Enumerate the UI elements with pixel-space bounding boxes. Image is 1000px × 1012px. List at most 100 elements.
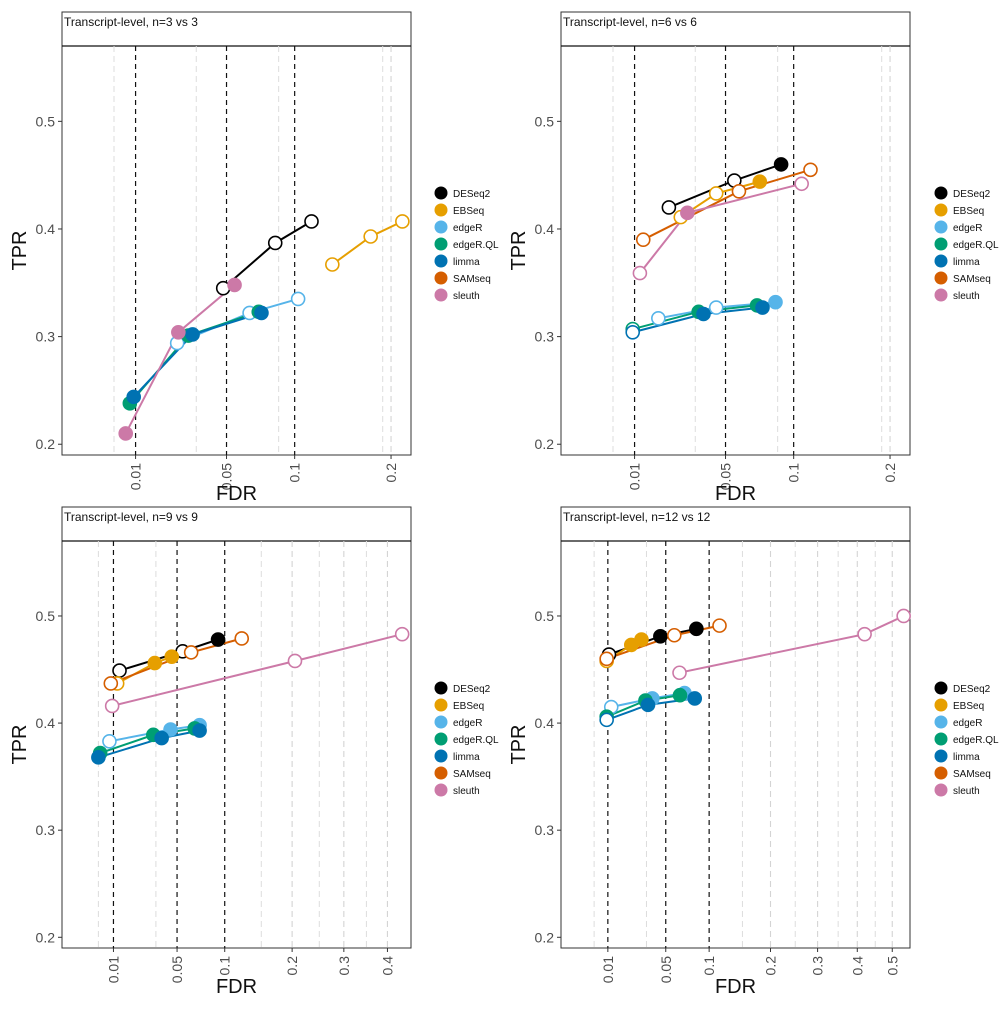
x-tick-label: 0.05 [658, 956, 674, 983]
legend-key-SAMseq [434, 766, 448, 780]
legend-label: EBSeq [953, 206, 984, 217]
y-axis-label: TPR [508, 725, 530, 765]
x-axis-label: FDR [715, 976, 756, 998]
legend-label: edgeR [953, 718, 982, 729]
data-point-sleuth [104, 698, 120, 714]
data-point-EBSeq [325, 257, 340, 272]
legend: DESeq2 EBSeq edgeR edgeR.QL limma SAMseq sleut… [434, 186, 499, 302]
legend-label: edgeR.QL [453, 240, 499, 251]
data-point-SAMseq [599, 651, 614, 667]
data-point-SAMseq [103, 676, 119, 691]
legend: DESeq2 EBSeq edgeR edgeR.QL limma SAMseq sleut… [934, 681, 999, 797]
legend-key-edgeR.QL [434, 237, 448, 251]
data-point-DESeq2 [267, 235, 283, 251]
data-point-sleuth [794, 176, 809, 192]
y-tick-label: 0.5 [36, 608, 56, 624]
data-point-sleuth [394, 626, 410, 642]
data-point-limma [185, 327, 200, 342]
data-point-sleuth [171, 324, 186, 340]
x-tick-label: 0.3 [336, 956, 352, 976]
x-tick-label: 0.3 [810, 956, 826, 976]
data-point-SAMseq [731, 184, 747, 199]
legend-key-edgeR.QL [934, 732, 948, 746]
y-tick-label: 0.2 [36, 436, 56, 452]
legend-label: DESeq2 [453, 189, 491, 200]
legend-key-EBSeq [934, 203, 948, 217]
legend-key-edgeR.QL [434, 732, 448, 746]
data-point-EBSeq [752, 174, 768, 189]
data-point-limma [687, 691, 703, 706]
legend-label: EBSeq [453, 206, 484, 217]
panel-title: Transcript-level, n=9 vs 9 [64, 510, 198, 524]
legend-label: edgeR.QL [453, 735, 499, 746]
data-point-sleuth [896, 608, 911, 624]
y-tick-label: 0.2 [36, 929, 56, 945]
x-tick-label: 0.01 [105, 956, 121, 983]
data-point-SAMseq [635, 232, 651, 248]
data-point-sleuth [118, 426, 134, 441]
y-tick-label: 0.4 [535, 715, 555, 731]
legend-key-edgeR.QL [934, 237, 948, 251]
legend-label: DESeq2 [953, 189, 991, 200]
data-point-DESeq2 [661, 200, 677, 215]
legend-key-EBSeq [434, 698, 448, 712]
data-point-sleuth [672, 665, 687, 681]
data-point-sleuth [287, 653, 303, 669]
data-point-sleuth [227, 277, 242, 293]
data-point-EBSeq [634, 632, 649, 647]
data-point-sleuth [632, 265, 648, 281]
data-point-DESeq2 [304, 214, 319, 229]
legend-key-DESeq2 [934, 186, 948, 200]
legend-label: EBSeq [453, 701, 484, 712]
data-point-sleuth [680, 205, 695, 221]
data-point-edgeR [290, 291, 306, 307]
panel-4: Transcript-level, n=12 vs 12 0.2 0.3 0.4 0.5… [508, 506, 999, 998]
data-point-EBSeq [395, 214, 410, 229]
legend-label: limma [953, 257, 980, 268]
data-point-limma [91, 750, 106, 765]
legend-label: edgeR.QL [953, 735, 999, 746]
x-axis-label: FDR [715, 483, 756, 505]
y-axis-label: TPR [508, 231, 530, 271]
panel-frame [61, 506, 412, 949]
data-point-DESeq2 [112, 663, 127, 678]
data-point-edgeR [102, 733, 117, 749]
legend-label: DESeq2 [453, 684, 491, 695]
y-tick-label: 0.2 [535, 436, 555, 452]
data-point-EBSeq [363, 229, 378, 244]
x-tick-label: 0.2 [284, 956, 300, 976]
legend-label: limma [953, 752, 980, 763]
x-tick-label: 0.01 [627, 463, 643, 490]
legend: DESeq2 EBSeq edgeR edgeR.QL limma SAMseq sleut… [934, 186, 999, 302]
legend-key-SAMseq [934, 766, 948, 780]
data-point-SAMseq [234, 631, 250, 646]
panel-title: Transcript-level, n=3 vs 3 [64, 15, 198, 29]
legend-key-DESeq2 [434, 681, 448, 695]
legend-label: SAMseq [953, 274, 991, 285]
y-tick-label: 0.5 [535, 113, 555, 129]
legend-key-DESeq2 [434, 186, 448, 200]
legend-key-SAMseq [434, 271, 448, 285]
legend-key-limma [434, 254, 448, 268]
y-tick-label: 0.5 [36, 113, 56, 129]
data-point-edgeR [768, 294, 783, 310]
legend-label: EBSeq [953, 701, 984, 712]
x-tick-label: 0.2 [383, 463, 399, 483]
legend-key-edgeR [934, 715, 948, 729]
legend-label: sleuth [453, 786, 480, 797]
y-tick-label: 0.5 [535, 608, 555, 624]
data-point-SAMseq [667, 627, 682, 643]
legend-key-DESeq2 [934, 681, 948, 695]
y-tick-label: 0.3 [535, 329, 555, 345]
data-point-DESeq2 [653, 629, 668, 644]
legend-key-edgeR [434, 220, 448, 234]
panel-frame [61, 11, 412, 456]
y-tick-label: 0.2 [535, 929, 555, 945]
panel-title: Transcript-level, n=6 vs 6 [563, 15, 697, 29]
data-point-EBSeq [147, 655, 163, 671]
x-tick-label: 0.05 [169, 956, 185, 983]
data-point-limma [755, 300, 770, 315]
data-point-limma [126, 389, 142, 405]
x-tick-label: 0.1 [287, 463, 303, 483]
